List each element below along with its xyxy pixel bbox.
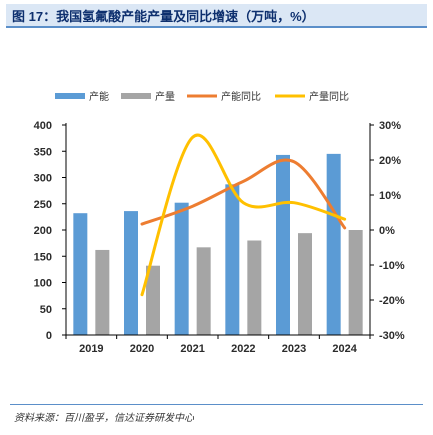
legend-entry-产能同比: 产能同比 <box>187 90 261 103</box>
bar-产能-2020 <box>124 211 138 335</box>
figure-title: 图 17：我国氢氟酸产能产量及同比增速（万吨，%） <box>12 8 315 24</box>
y-right-tick-label: 30% <box>379 120 401 132</box>
source-note: 资料来源：百川盈孚，信达证券研发中心 <box>14 413 194 424</box>
bar-产量-2020 <box>146 265 160 335</box>
legend-swatch <box>55 93 85 99</box>
y-left-tick-label: 50 <box>40 304 52 316</box>
line-marks <box>140 133 347 297</box>
axes: 0 50 100 150 200 250 300 350 400 -30% -20% -10% 0% 10… <box>34 120 405 355</box>
y-right-tick-label: 0% <box>379 225 395 237</box>
figure-title-bar: 图 17：我国氢氟酸产能产量及同比增速（万吨，%） <box>6 4 427 28</box>
source-divider <box>10 404 423 405</box>
y-right-tick-label: -10% <box>379 260 405 272</box>
y-right-tick-label: -30% <box>379 330 405 342</box>
bar-产量-2022 <box>247 240 262 335</box>
legend-label: 产量 <box>155 90 175 103</box>
bar-产能-2022 <box>225 184 240 335</box>
y-right-tick-label: 10% <box>379 190 401 202</box>
bar-产量-2024 <box>348 230 363 335</box>
y-left-tick-label: 400 <box>34 120 52 132</box>
bar-产能-2019 <box>73 213 88 335</box>
y-left-tick-label: 250 <box>34 199 52 211</box>
legend-label: 产量同比 <box>309 90 349 103</box>
y-right-tick-label: -20% <box>379 295 405 307</box>
bar-marks <box>73 153 363 335</box>
x-tick-label: 2021 <box>180 343 204 355</box>
legend-label: 产能 <box>89 90 109 103</box>
y-left-tick-label: 300 <box>34 173 52 185</box>
x-tick-label: 2019 <box>79 343 103 355</box>
legend-label: 产能同比 <box>221 90 261 103</box>
y-left-tick-label: 350 <box>34 146 52 158</box>
legend-entry-产量: 产量 <box>121 90 175 103</box>
bar-产量-2023 <box>298 233 312 335</box>
legend-entry-产量同比: 产量同比 <box>275 90 349 103</box>
legend: 产能 产量 产能同比 产量同比 <box>55 90 349 103</box>
bar-产能-2023 <box>276 154 290 335</box>
hf-capacity-output-chart: 产能 产量 产能同比 产量同比 0 50 100 150 200 250 300 350 400 -30… <box>34 90 405 355</box>
x-tick-label: 2020 <box>130 343 154 355</box>
x-tick-label: 2023 <box>282 343 306 355</box>
bar-产能-2024 <box>326 153 341 335</box>
legend-entry-产能: 产能 <box>55 90 109 103</box>
x-tick-label: 2022 <box>231 343 255 355</box>
y-left-tick-label: 150 <box>34 251 52 263</box>
bar-产量-2019 <box>95 249 110 335</box>
x-tick-label: 2024 <box>332 343 357 355</box>
line-产能同比 <box>140 158 347 230</box>
line-产量同比 <box>140 133 347 297</box>
y-right-tick-label: 20% <box>379 155 401 167</box>
bar-产量-2021 <box>196 247 211 335</box>
y-left-tick-label: 0 <box>46 330 52 342</box>
y-left-tick-label: 200 <box>34 225 52 237</box>
bar-产能-2021 <box>174 202 189 335</box>
legend-swatch <box>121 93 151 99</box>
y-left-tick-label: 100 <box>34 278 52 290</box>
